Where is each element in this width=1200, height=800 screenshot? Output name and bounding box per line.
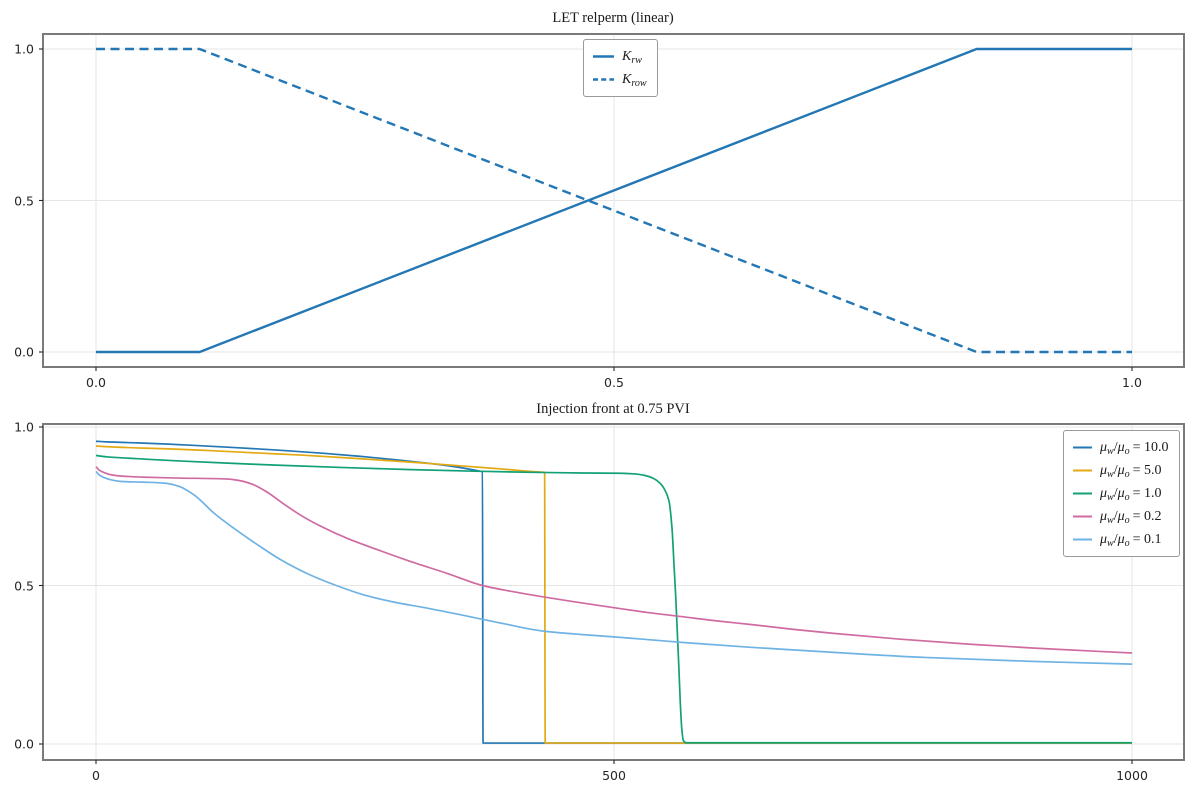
legend-item-ratio-5: μw/μo = 5.0 — [1072, 459, 1169, 482]
legend-item-ratio-1: μw/μo = 1.0 — [1072, 482, 1169, 505]
x-tick-label: 0.0 — [86, 375, 106, 390]
legend-item-ratio-02: μw/μo = 0.2 — [1072, 505, 1169, 528]
y-tick-label: 0.5 — [14, 578, 34, 593]
ratio-10-line-sample — [1073, 446, 1092, 449]
series-line-mu-ratio-5.0 — [95, 445, 1132, 744]
series-line-mu-ratio-1.0 — [95, 454, 1132, 744]
bottom-chart-title: Injection front at 0.75 PVI — [536, 401, 690, 417]
x-tick-label: 1.0 — [1122, 375, 1142, 390]
x-tick-label: 500 — [602, 768, 626, 783]
ratio-1-line-sample — [1073, 492, 1092, 495]
legend-item-krow: Krow — [592, 68, 647, 91]
y-tick-label: 1.0 — [14, 41, 34, 57]
ratio-01-line-sample — [1073, 538, 1092, 541]
legend-label-ratio-1: μw/μo = 1.0 — [1100, 485, 1162, 503]
bottom-legend: μw/μo = 10.0 μw/μo = 5.0 μw/μo = 1.0 μw/μo =… — [1063, 430, 1180, 557]
ratio-5-line-sample — [1073, 469, 1092, 472]
legend-label-ratio-10: μw/μo = 10.0 — [1100, 439, 1169, 457]
y-tick-label: 0.0 — [14, 736, 34, 752]
y-tick-label: 0.0 — [14, 344, 34, 360]
legend-label-ratio-01: μw/μo = 0.1 — [1100, 531, 1162, 549]
legend-item-ratio-01: μw/μo = 0.1 — [1072, 528, 1169, 551]
y-tick-label: 1.0 — [14, 419, 34, 435]
series-line-Krw — [96, 47, 1132, 354]
krw-line-sample — [593, 55, 614, 58]
x-tick-label: 0 — [92, 768, 100, 783]
legend-label-krow: Krow — [622, 71, 647, 89]
legend-label-krw: Krw — [622, 48, 642, 66]
x-tick-label: 0.5 — [604, 375, 624, 390]
top-legend: Krw Krow — [583, 39, 658, 97]
series-line-mu-ratio-0.2 — [95, 466, 1133, 654]
ratio-02-line-sample — [1073, 515, 1092, 518]
y-tick-label: 0.5 — [14, 193, 34, 208]
series-line-mu-ratio-0.1 — [95, 470, 1133, 665]
legend-label-ratio-02: μw/μo = 0.2 — [1100, 508, 1162, 526]
legend-item-krw: Krw — [592, 45, 647, 68]
krow-line-sample — [593, 78, 614, 81]
top-chart-title: LET relperm (linear) — [552, 10, 674, 26]
x-tick-label: 1000 — [1116, 768, 1148, 783]
legend-label-ratio-5: μw/μo = 5.0 — [1100, 462, 1162, 480]
legend-item-ratio-10: μw/μo = 10.0 — [1072, 436, 1169, 459]
series-line-Krow — [96, 47, 1132, 354]
